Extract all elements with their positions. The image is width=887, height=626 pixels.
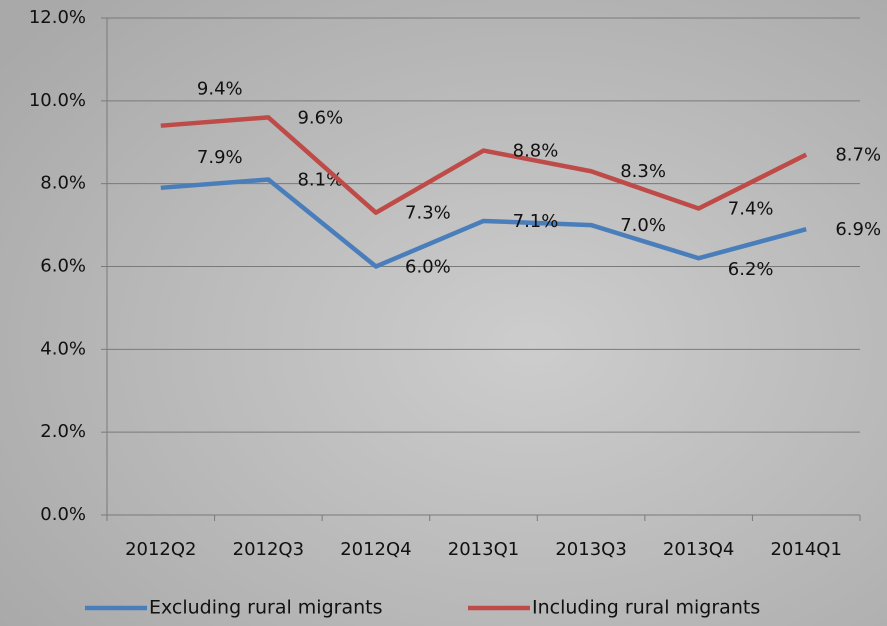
- data-label: 7.1%: [513, 211, 559, 232]
- data-label: 8.8%: [513, 141, 559, 162]
- data-label: 8.3%: [620, 161, 666, 182]
- x-tick-label: 2012Q4: [340, 539, 411, 560]
- x-tick-label: 2013Q4: [663, 539, 734, 560]
- x-tick-label: 2012Q2: [125, 539, 196, 560]
- series-line: [160, 177, 807, 269]
- x-tick-label: 2012Q3: [233, 539, 304, 560]
- y-tick-label: 10.0%: [29, 90, 86, 111]
- data-label: 9.4%: [197, 79, 243, 100]
- x-tick-label: 2013Q3: [555, 539, 626, 560]
- y-tick-label: 4.0%: [40, 338, 86, 359]
- data-label: 7.4%: [728, 199, 774, 220]
- x-tick-label: 2014Q1: [770, 539, 841, 560]
- legend-label: Excluding rural migrants: [149, 597, 382, 619]
- data-label: 7.9%: [197, 147, 243, 168]
- y-tick-label: 12.0%: [29, 7, 86, 28]
- y-tick-label: 0.0%: [40, 504, 86, 525]
- y-tick-label: 2.0%: [40, 421, 86, 442]
- y-tick-label: 6.0%: [40, 256, 86, 277]
- data-label: 9.6%: [297, 107, 343, 128]
- x-tick-label: 2013Q1: [448, 539, 519, 560]
- y-tick-label: 8.0%: [40, 173, 86, 194]
- data-label: 7.3%: [405, 203, 451, 224]
- data-label: 6.0%: [405, 257, 451, 278]
- data-label: 8.7%: [835, 145, 881, 166]
- series-line: [160, 115, 808, 215]
- data-label: 7.0%: [620, 215, 666, 236]
- data-label: 6.2%: [728, 259, 774, 280]
- legend-label: Including rural migrants: [532, 597, 760, 619]
- data-label: 6.9%: [835, 219, 881, 240]
